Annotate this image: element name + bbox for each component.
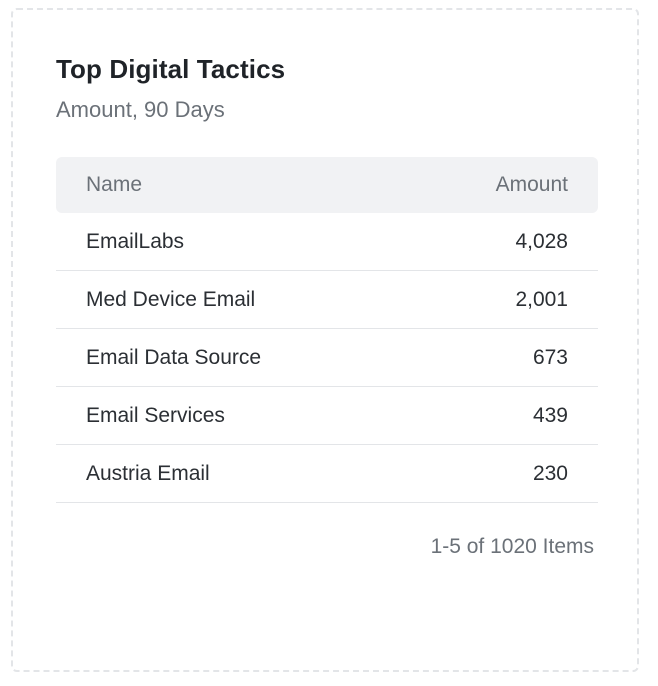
- table-row[interactable]: Med Device Email 2,001: [56, 271, 598, 329]
- row-amount: 439: [532, 403, 568, 427]
- column-header-name[interactable]: Name: [86, 173, 143, 196]
- row-name: Med Device Email: [86, 287, 256, 311]
- row-name: Email Data Source: [86, 345, 262, 369]
- card-title: Top Digital Tactics: [56, 54, 286, 84]
- row-name: Austria Email: [86, 461, 210, 485]
- table-row[interactable]: Email Data Source 673: [56, 329, 598, 387]
- row-amount: 230: [532, 461, 568, 485]
- table-row[interactable]: Austria Email 230: [56, 445, 598, 503]
- top-digital-tactics-card: Top Digital Tactics Amount, 90 Days Name…: [11, 8, 639, 672]
- row-name: Email Services: [86, 403, 225, 427]
- row-amount: 4,028: [515, 229, 568, 253]
- row-name: EmailLabs: [86, 229, 185, 253]
- column-header-amount[interactable]: Amount: [495, 173, 568, 196]
- table-header: Name Amount: [56, 157, 598, 213]
- table-row[interactable]: Email Services 439: [56, 387, 598, 445]
- row-amount: 2,001: [515, 287, 568, 311]
- table-row[interactable]: EmailLabs 4,028: [56, 213, 598, 271]
- tactics-table: Name Amount EmailLabs 4,028 Med Device E…: [56, 157, 598, 503]
- row-amount: 673: [532, 345, 568, 369]
- card-subtitle: Amount, 90 Days: [56, 97, 225, 122]
- pagination-summary: 1-5 of 1020 Items: [430, 535, 594, 558]
